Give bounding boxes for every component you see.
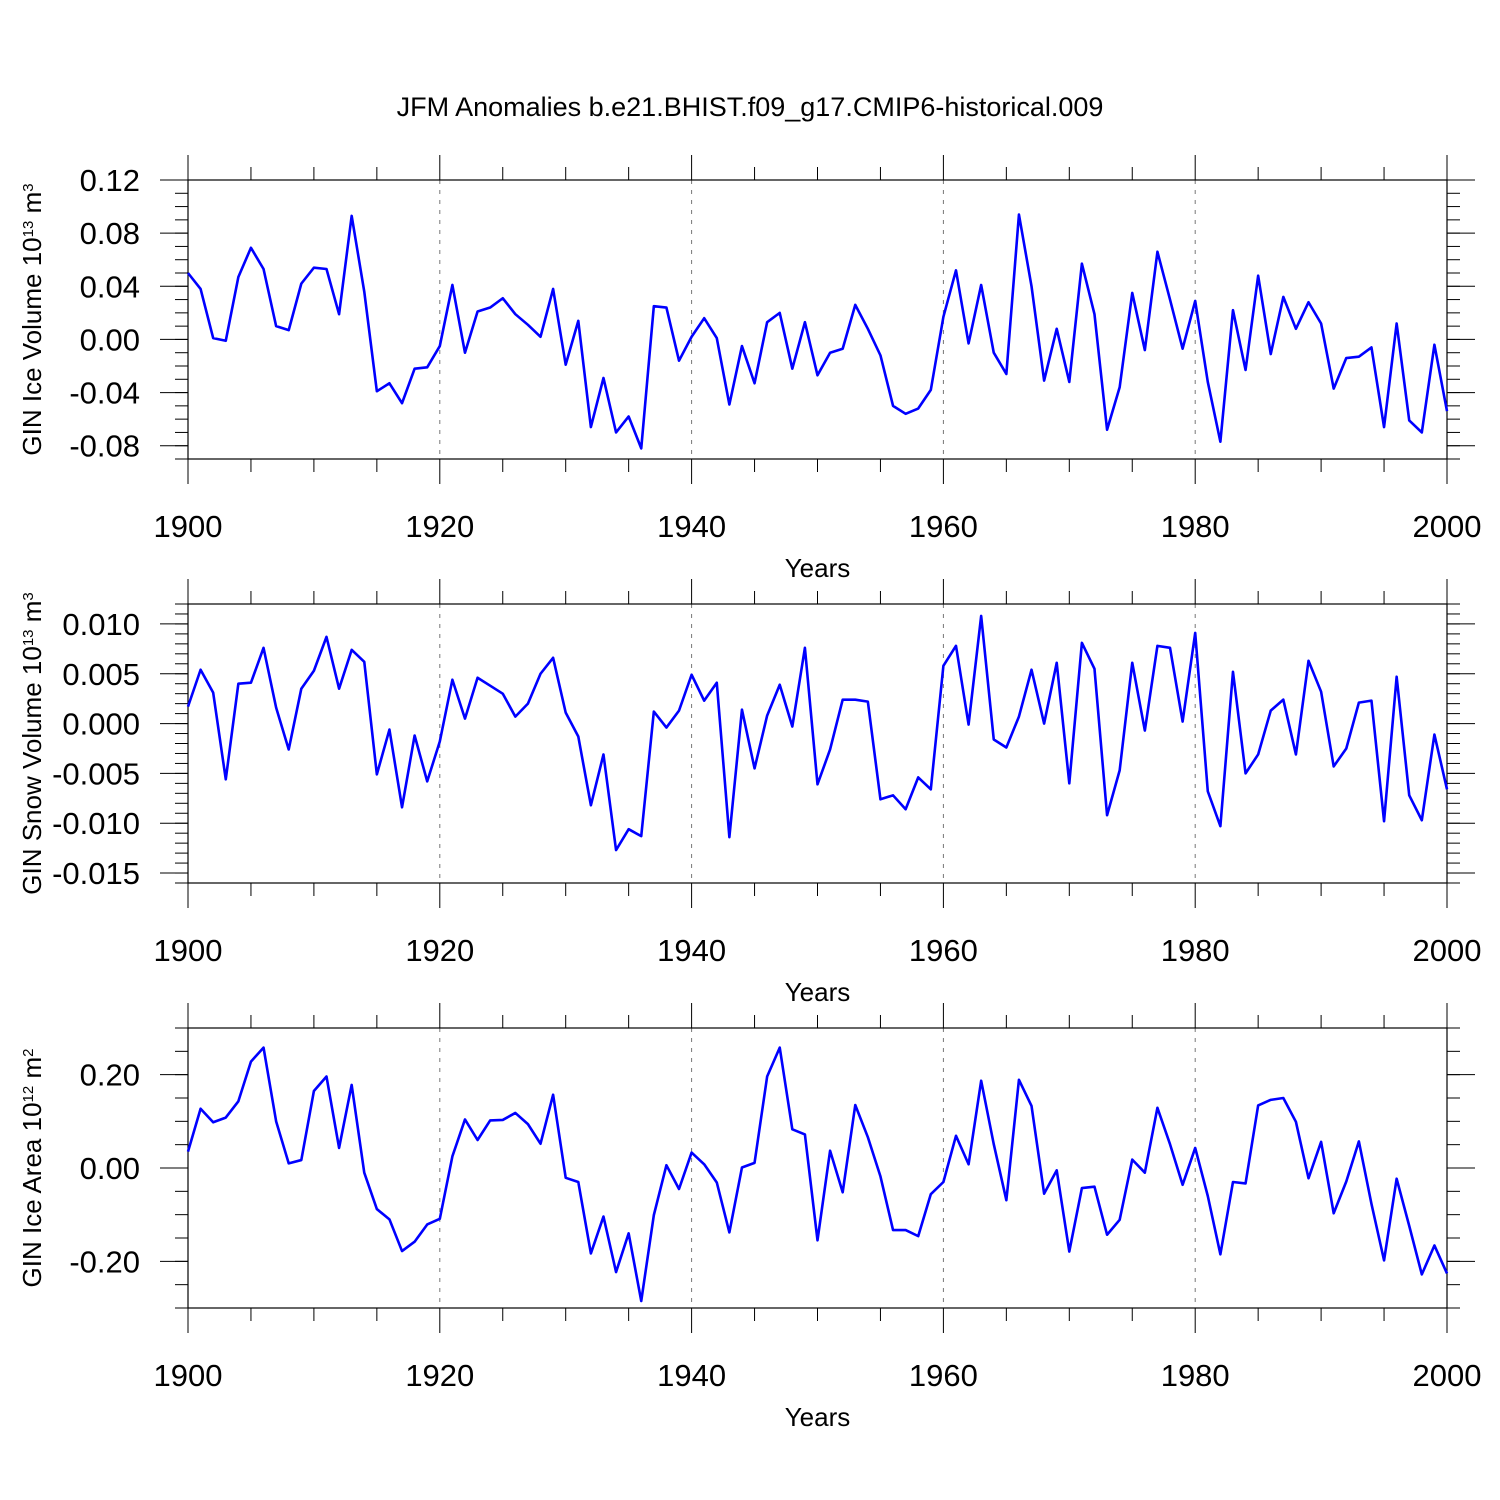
x-tick-label-2000: 2000	[1413, 933, 1482, 968]
x-axis-label: Years	[785, 1402, 851, 1432]
x-axis-label: Years	[785, 553, 851, 583]
x-tick-label-1960: 1960	[909, 1358, 978, 1393]
panel-2: 0.010 0.005 0.000 -0.005 -0.010 -0.015 1900 192…	[17, 579, 1481, 1007]
x-tick-label-1920: 1920	[405, 1358, 474, 1393]
x-tick-label-2000: 2000	[1413, 509, 1482, 544]
y-axis-label: GIN Ice Area 1012 m2	[17, 1049, 47, 1288]
x-tick-label-1900: 1900	[154, 1358, 223, 1393]
y-axis-label-part: GIN Ice Volume 10	[17, 237, 47, 455]
y-axis-label: GIN Snow Volume 1013 m3	[17, 592, 47, 895]
y-axis-label-superscript: 12	[20, 1086, 37, 1103]
y-axis-label: GIN Ice Volume 1013 m3	[17, 183, 47, 455]
x-tick-label-1980: 1980	[1161, 1358, 1230, 1393]
plot-frame	[187, 603, 1448, 884]
y-axis-label-superscript: 13	[20, 629, 37, 646]
y-tick-label: -0.08	[69, 429, 140, 464]
y-axis-label-part: m	[17, 192, 47, 221]
y-tick-label: 0.000	[62, 707, 140, 742]
y-tick-label: 0.00	[80, 1151, 140, 1186]
y-tick-label: -0.20	[69, 1244, 140, 1279]
x-tick-label-1980: 1980	[1161, 933, 1230, 968]
y-tick-label: -0.005	[52, 756, 140, 791]
x-axis-label: Years	[785, 977, 851, 1007]
y-axis-label-part: m	[17, 601, 47, 630]
x-tick-label-1940: 1940	[657, 509, 726, 544]
plot-frame	[187, 1027, 1448, 1309]
y-tick-label: 0.010	[62, 607, 140, 642]
y-axis-label-part: m	[17, 1057, 47, 1086]
x-tick-label-1960: 1960	[909, 509, 978, 544]
series-line-gin-ice-volume	[186, 213, 1449, 450]
panel-1: 0.12 0.08 0.04 0.00 -0.04 -0.08 1900 1920 1940 19…	[17, 155, 1481, 583]
y-axis-label-superscript: 3	[20, 592, 37, 600]
chart-title: JFM Anomalies b.e21.BHIST.f09_g17.CMIP6-…	[397, 92, 1104, 122]
x-tick-label-2000: 2000	[1413, 1358, 1482, 1393]
y-axis-label-superscript: 2	[20, 1049, 37, 1057]
y-tick-label: 0.08	[80, 216, 140, 251]
y-tick-label: 0.04	[80, 269, 140, 304]
y-axis-label-part: GIN Ice Area 10	[17, 1102, 47, 1287]
y-axis-label-superscript: 3	[20, 183, 37, 191]
x-tick-label-1940: 1940	[657, 933, 726, 968]
series-line-gin-ice-area	[186, 1046, 1449, 1303]
x-tick-label-1920: 1920	[405, 933, 474, 968]
x-tick-label-1980: 1980	[1161, 509, 1230, 544]
y-tick-label: -0.015	[52, 856, 140, 891]
panel-3: 0.20 0.00 -0.20 1900 1920 1940 1960 1980 2000 Yea…	[17, 1003, 1481, 1432]
x-tick-label-1920: 1920	[405, 509, 474, 544]
y-tick-label: 0.12	[80, 163, 140, 198]
plot-frame	[187, 179, 1448, 460]
y-tick-label: 0.20	[80, 1058, 140, 1093]
y-tick-label: 0.00	[80, 322, 140, 357]
y-axis-label-superscript: 13	[20, 221, 37, 238]
series-line-gin-snow-volume	[186, 614, 1449, 852]
x-tick-label-1940: 1940	[657, 1358, 726, 1393]
y-tick-label: 0.005	[62, 657, 140, 692]
x-tick-label-1960: 1960	[909, 933, 978, 968]
y-tick-label: -0.010	[52, 806, 140, 841]
x-tick-label-1900: 1900	[154, 509, 223, 544]
x-tick-label-1900: 1900	[154, 933, 223, 968]
y-axis-label-part: GIN Snow Volume 10	[17, 646, 47, 895]
y-tick-label: -0.04	[69, 376, 140, 411]
